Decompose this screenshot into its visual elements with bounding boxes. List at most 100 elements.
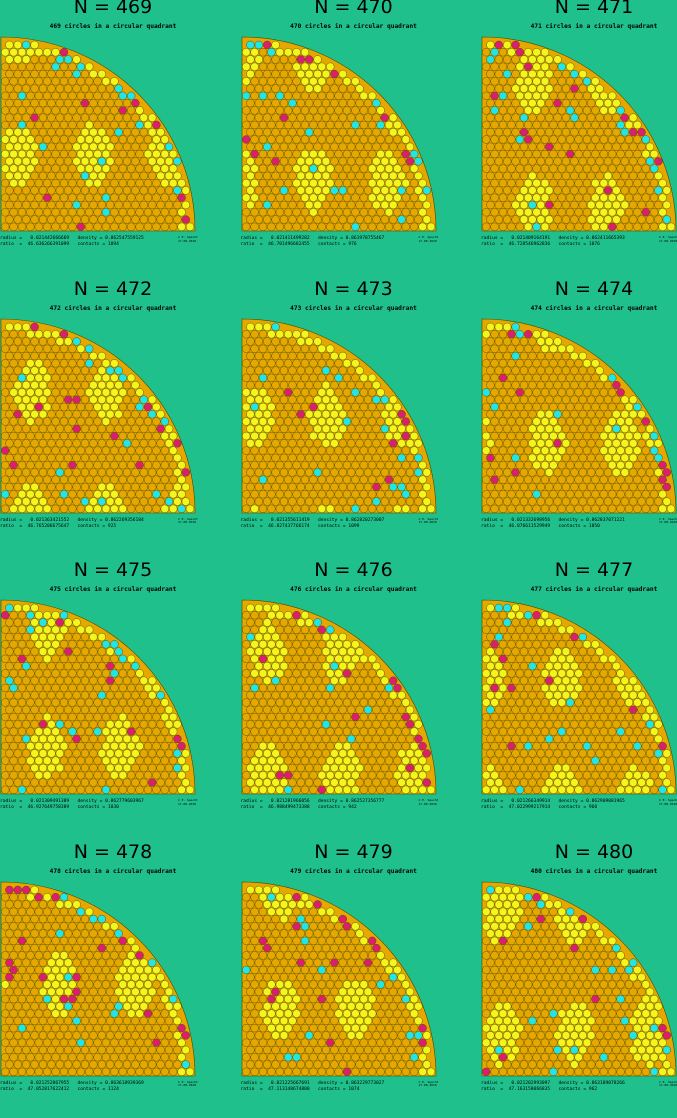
- packed-circle: [10, 728, 18, 736]
- packed-circle: [152, 208, 160, 216]
- packed-circle: [503, 114, 511, 122]
- packed-circle: [123, 944, 131, 952]
- packed-circle: [537, 172, 545, 180]
- packed-circle: [545, 114, 553, 122]
- packed-circle: [355, 958, 363, 966]
- packed-circle: [102, 728, 110, 736]
- packed-circle: [418, 504, 426, 512]
- packed-circle: [326, 344, 334, 352]
- packed-circle: [629, 114, 637, 122]
- packed-circle: [254, 1046, 262, 1054]
- packed-circle: [650, 757, 658, 765]
- packed-circle: [152, 432, 160, 440]
- packed-circle: [173, 186, 181, 194]
- packed-circle: [263, 468, 271, 476]
- packed-circle: [250, 713, 258, 721]
- packed-circle: [64, 958, 72, 966]
- packed-circle: [397, 1031, 405, 1039]
- packed-circle: [612, 735, 620, 743]
- packed-circle: [284, 223, 292, 231]
- packed-circle: [334, 980, 342, 988]
- packed-circle: [410, 194, 418, 202]
- packed-circle: [385, 136, 393, 144]
- packed-circle: [338, 764, 346, 772]
- packed-circle: [43, 92, 51, 100]
- packed-circle: [301, 106, 309, 114]
- packed-circle: [280, 987, 288, 995]
- packed-circle: [246, 1046, 254, 1054]
- packed-circle: [22, 662, 30, 670]
- packed-circle: [127, 713, 135, 721]
- packed-circle: [254, 337, 262, 345]
- packed-circle: [414, 1046, 422, 1054]
- packed-circle: [486, 201, 494, 209]
- packed-circle: [14, 395, 22, 403]
- packed-circle: [338, 172, 346, 180]
- packed-circle: [43, 417, 51, 425]
- packed-circle: [10, 995, 18, 1003]
- packed-circle: [570, 483, 578, 491]
- packed-circle: [140, 973, 148, 981]
- packed-circle: [1, 77, 9, 85]
- packed-circle: [330, 662, 338, 670]
- packed-circle: [642, 417, 650, 425]
- packed-circle: [31, 381, 39, 389]
- packed-circle: [326, 432, 334, 440]
- packed-circle: [633, 136, 641, 144]
- packed-circle: [575, 446, 583, 454]
- packed-circle: [26, 742, 34, 750]
- packed-circle: [575, 742, 583, 750]
- packed-circle: [334, 106, 342, 114]
- packed-circle: [296, 497, 304, 505]
- packed-circle: [347, 973, 355, 981]
- packed-circle: [533, 194, 541, 202]
- packed-circle: [338, 439, 346, 447]
- packed-circle: [169, 995, 177, 1003]
- packed-circle: [338, 648, 346, 656]
- packed-circle: [317, 179, 325, 187]
- packed-circle: [575, 713, 583, 721]
- packed-circle: [31, 483, 39, 491]
- packed-circle: [119, 951, 127, 959]
- packed-circle: [52, 1009, 60, 1017]
- packed-circle: [10, 771, 18, 779]
- packed-circle: [309, 699, 317, 707]
- packed-circle: [600, 121, 608, 129]
- packed-circle: [242, 136, 250, 144]
- packed-circle: [575, 77, 583, 85]
- packed-circle: [10, 504, 18, 512]
- packed-circle: [549, 121, 557, 129]
- packed-circle: [178, 194, 186, 202]
- packed-circle: [612, 662, 620, 670]
- packed-circle: [625, 475, 633, 483]
- packed-circle: [587, 735, 595, 743]
- packed-circle: [169, 208, 177, 216]
- packed-circle: [359, 757, 367, 765]
- packed-circle: [242, 461, 250, 469]
- packed-circle: [533, 165, 541, 173]
- packed-circle: [250, 1024, 258, 1032]
- packed-circle: [89, 633, 97, 641]
- packed-circle: [178, 757, 186, 765]
- packed-circle: [389, 973, 397, 981]
- packed-circle: [259, 208, 267, 216]
- packed-circle: [482, 446, 490, 454]
- packed-circle: [22, 900, 30, 908]
- packed-circle: [491, 728, 499, 736]
- packed-circle: [85, 121, 93, 129]
- packed-circle: [39, 1060, 47, 1068]
- packed-circle: [389, 201, 397, 209]
- packed-circle: [491, 77, 499, 85]
- packed-circle: [512, 128, 520, 136]
- packed-circle: [68, 626, 76, 634]
- packed-circle: [77, 403, 85, 411]
- packed-circle: [524, 655, 532, 663]
- packed-circle: [355, 468, 363, 476]
- packed-circle: [254, 366, 262, 374]
- packed-circle: [288, 366, 296, 374]
- packed-circle: [123, 706, 131, 714]
- packed-circle: [393, 713, 401, 721]
- packed-circle: [380, 114, 388, 122]
- packed-circle: [52, 1067, 60, 1075]
- packed-circle: [376, 995, 384, 1003]
